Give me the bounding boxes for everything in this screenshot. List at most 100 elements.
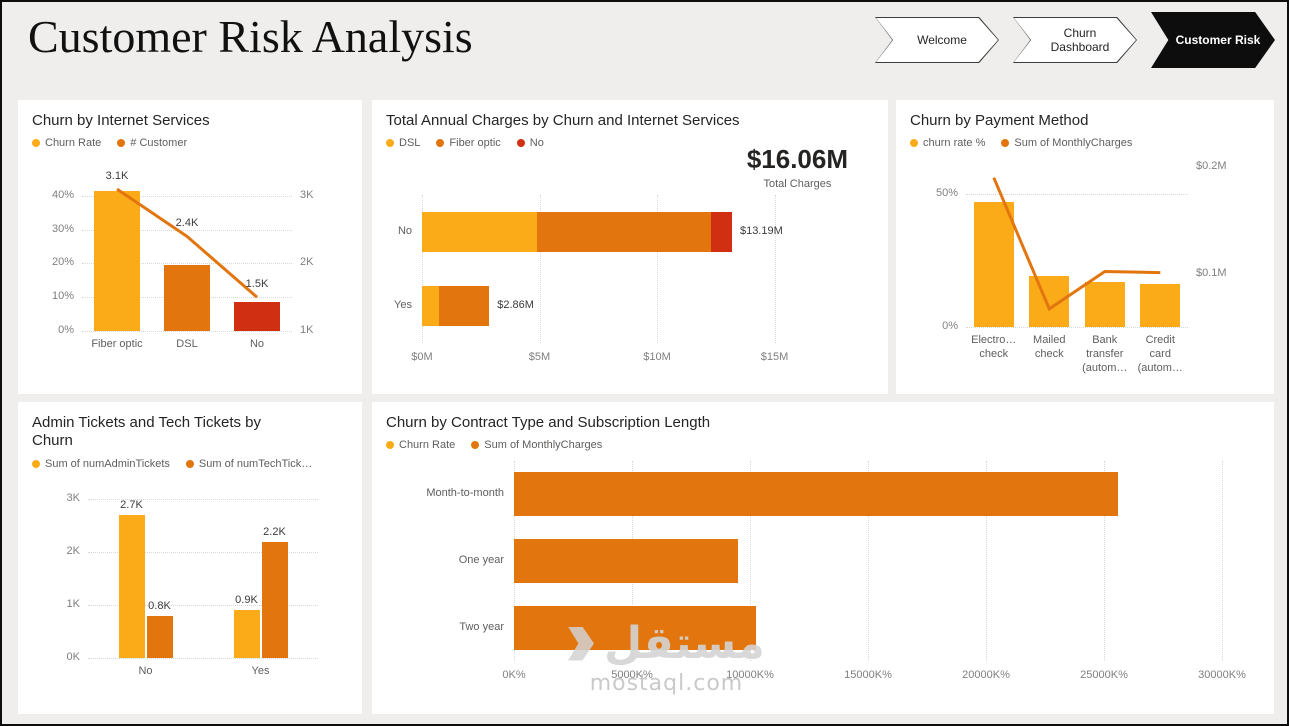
category-label: Yes [394,299,412,311]
x-axis-label: 0K% [502,669,526,681]
line-data-label: 1.5K [245,278,269,291]
bar-segment-1[interactable] [537,212,712,252]
nav-customer-risk-label: Customer Risk [1175,32,1261,47]
left-axis-label: 50% [935,186,958,199]
bar-electro-[interactable] [973,201,1014,327]
legend-dot [386,441,394,449]
gridline [82,263,292,265]
legend-item[interactable]: Churn Rate [32,137,101,149]
bar-bank[interactable] [1084,281,1125,327]
page-navigation: Welcome Churn Dashboard Customer Risk [875,10,1275,70]
bar-yes-1[interactable] [261,541,288,658]
chart-card-churn-by-payment-method: Churn by Payment Method churn rate % Sum … [896,100,1274,394]
legend-item[interactable]: Sum of MonthlyCharges [1001,137,1132,149]
legend-item[interactable]: # Customer [117,137,187,149]
gridline [657,195,658,343]
legend-dot [910,139,918,147]
gridline [1104,461,1105,661]
line-data-label: 3.1K [105,170,129,183]
bar-segment-1[interactable] [438,286,490,326]
nav-arrow-shape [1014,18,1136,62]
bar-segment-2[interactable] [711,212,732,252]
bar-no-1[interactable] [146,615,173,658]
category-label: One year [458,554,504,566]
bar-two-year[interactable] [514,605,756,650]
x-axis-label: $5M [528,351,551,363]
gridline [1222,461,1223,661]
line-data-label: 2.4K [175,217,199,230]
legend-dot [185,460,194,468]
line-path [116,187,258,299]
category-label: Electro… check [971,334,1017,360]
category-labels: Electro… check Mailed check Bank transfer … [966,334,1188,375]
nav-churn-dashboard-button[interactable]: Churn Dashboard [1013,17,1137,63]
total-charges-kpi: $16.06M Total Charges [747,144,848,190]
chart-legend: churn rate % Sum of MonthlyCharges [910,137,1260,149]
legend-dot [386,139,394,147]
bar-total-label: $2.86M [497,299,534,311]
legend-item[interactable]: DSL [386,137,420,149]
chart-legend: DSL Fiber optic No [386,137,874,149]
gridline [966,193,1188,195]
legend-label: DSL [399,137,421,149]
bar-fiber-optic[interactable] [94,190,140,331]
x-axis-label: 25000K% [1080,669,1128,681]
legend-label: No [529,137,544,149]
category-label: No [138,665,153,677]
legend-label: Churn Rate [399,439,456,451]
right-axis-label: 2K [300,256,314,269]
plot-area: 2.7K 0.8K 0.9K 2.2K [88,486,318,659]
x-axis-label: $15M [760,351,789,363]
legend-item[interactable]: Fiber optic [436,137,501,149]
legend-item[interactable]: Churn Rate [386,439,455,451]
chart-card-admin-tech-tickets: Admin Tickets and Tech Tickets by Churn … [18,402,362,714]
bar-total-label: $13.19M [739,225,783,237]
x-axis-label: 10000K% [726,669,774,681]
right-axis-label: $0.2M [1196,160,1227,172]
gridline [986,461,987,661]
plot-area: $0M $5M $10M $15M $13.19M $2.86M [411,195,872,363]
bar-data-label: 0.8K [148,599,171,612]
bar-credit[interactable] [1140,284,1181,327]
category-label: Fiber optic [91,338,143,350]
bar-one-year[interactable] [514,539,739,583]
bar-segment-0[interactable] [422,286,439,326]
left-axis-label: 10% [51,290,74,303]
gridline [422,195,423,343]
bar-yes-0[interactable] [233,610,260,658]
gridline [868,461,869,661]
nav-churn-dashboard-label: Churn Dashboard [1050,25,1110,54]
bar-month-to-month[interactable] [514,472,1119,517]
stacked-bar-row: $2.86M [422,286,872,326]
gridline [966,327,1188,328]
legend-item[interactable]: Sum of numTechTick… [185,458,313,470]
x-axis-label: 15000K% [844,669,892,681]
legend-dot [471,441,480,449]
legend-label: Sum of numTechTick… [198,458,313,470]
bar-data-label: 2.7K [120,499,143,512]
gridline [88,658,318,659]
bar-segment-0[interactable] [422,212,538,252]
category-labels: No Yes [88,665,318,679]
nav-customer-risk-button[interactable]: Customer Risk [1151,12,1275,68]
legend-item[interactable]: churn rate % [910,137,985,149]
chart-legend: Churn Rate # Customer [32,137,348,149]
legend-dot [32,139,40,147]
left-axis-label: 20% [51,256,74,269]
legend-item[interactable]: Sum of numAdminTickets [32,458,170,470]
bar-dsl[interactable] [164,265,210,331]
page-title: Customer Risk Analysis [28,11,473,62]
legend-item[interactable]: No [516,137,544,149]
legend-label: churn rate % [923,137,986,149]
bar-no[interactable] [234,302,280,331]
legend-dot [1001,139,1010,147]
x-axis-label: 5000K% [611,669,653,681]
left-axis-label: 0% [942,320,958,332]
legend-item[interactable]: Sum of MonthlyCharges [471,439,602,451]
nav-arrow-shape [876,18,998,62]
nav-welcome-button[interactable]: Welcome [875,17,999,63]
gridline [82,195,292,197]
chart-title: Churn by Internet Services [32,112,210,129]
bar-no-0[interactable] [118,515,145,658]
